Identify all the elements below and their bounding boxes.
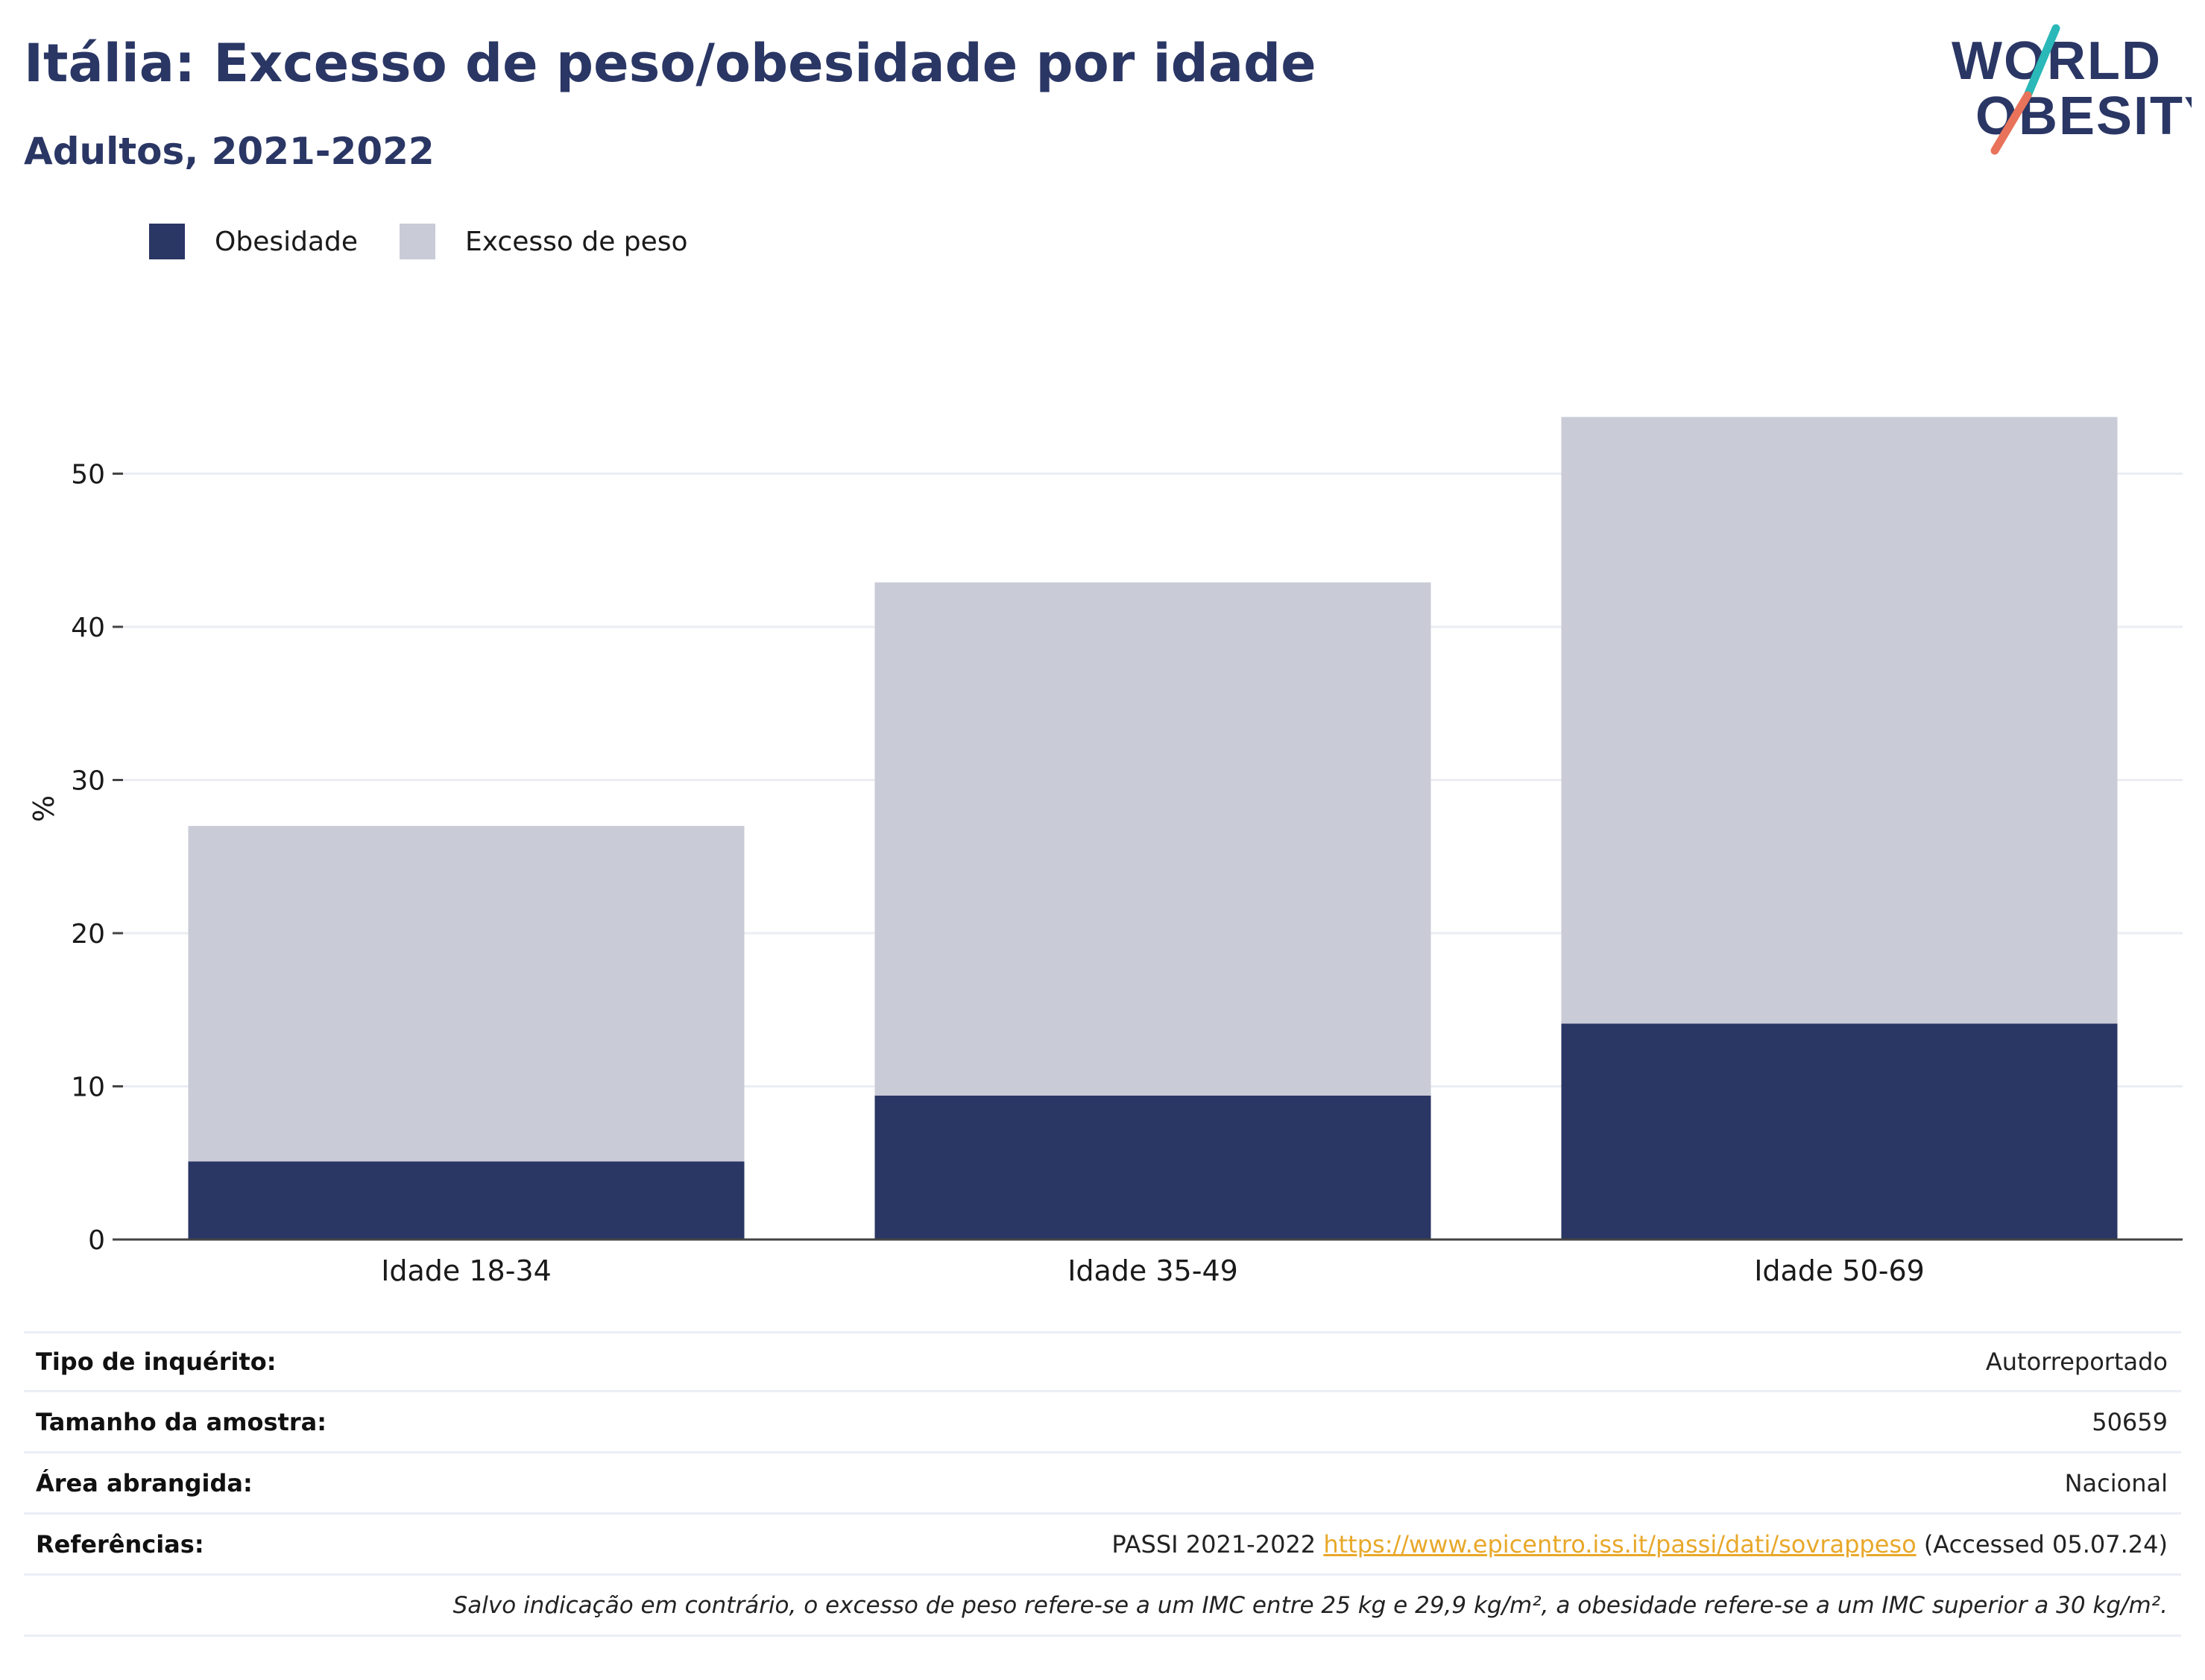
chart-subtitle: Adultos, 2021-2022: [24, 130, 435, 173]
bar-chart: 0 10 20 30 40 50% Idade 18-34 Idade 35-49 Idade …: [28, 417, 2183, 1287]
reference-accessed-date: (Accessed 05.07.24): [1923, 1529, 2168, 1559]
reference-source: PASSI 2021-2022: [1111, 1529, 1316, 1559]
legend-swatch-obesity: [149, 224, 185, 259]
definition-note: Salvo indicação em contrário, o excesso …: [452, 1591, 2168, 1619]
legend-label-overweight: Excesso de peso: [465, 226, 688, 257]
bar-obesidade-1: [188, 1161, 745, 1240]
reference-link[interactable]: https://www.epicentro.iss.it/passi/dati/…: [1323, 1529, 1917, 1559]
logo-line-world: WORLD: [1952, 31, 2162, 91]
y-tick-label-20: 20: [71, 919, 105, 950]
meta-row-note: Salvo indicação em contrário, o excesso …: [24, 1576, 2181, 1637]
y-tick-label-0: 0: [88, 1225, 105, 1256]
legend-item-obesity[interactable]: Obesidade: [149, 224, 358, 259]
bar-excesso-de-peso-2: [874, 582, 1431, 1096]
meta-row-survey-type: Tipo de inquérito: Autorreportado: [24, 1331, 2181, 1392]
meta-label-survey-type: Tipo de inquérito:: [36, 1348, 277, 1376]
y-tick-label-10: 10: [71, 1073, 105, 1103]
logo-slash-bottom: [1990, 91, 2032, 155]
meta-row-sample-size: Tamanho da amostra: 50659: [24, 1392, 2181, 1453]
legend-label-obesity: Obesidade: [215, 226, 359, 257]
y-tick-label-50: 50: [71, 460, 105, 490]
legend-item-overweight[interactable]: Excesso de peso: [400, 224, 688, 259]
world-obesity-logo: WORLD OBESITY: [1952, 24, 2192, 155]
bar-obesidade-3: [1561, 1023, 2118, 1240]
meta-row-references: Referências: PASSI 2021-2022 https://www…: [24, 1515, 2181, 1576]
bar-excesso-de-peso-1: [188, 826, 745, 1162]
meta-value-survey-type: Autorreportado: [1985, 1348, 2168, 1376]
survey-details-table: Tipo de inquérito: Autorreportado Tamanh…: [24, 1331, 2181, 1637]
meta-label-coverage-area: Área abrangida:: [36, 1468, 253, 1497]
meta-row-coverage-area: Área abrangida: Nacional: [24, 1453, 2181, 1515]
meta-value-sample-size: 50659: [2092, 1407, 2168, 1436]
x-tick-label-3: Idade 50-69: [1754, 1254, 1925, 1287]
x-tick-label-1: Idade 18-34: [381, 1254, 552, 1287]
chart-legend: Obesidade Excesso de peso: [149, 222, 730, 261]
meta-label-references: Referências:: [36, 1529, 204, 1559]
meta-value-coverage-area: Nacional: [2064, 1468, 2168, 1497]
meta-label-sample-size: Tamanho da amostra:: [36, 1407, 327, 1436]
x-tick-label-2: Idade 35-49: [1067, 1254, 1238, 1287]
legend-swatch-overweight: [400, 224, 436, 259]
meta-value-references: PASSI 2021-2022 https://www.epicentro.is…: [1111, 1530, 2168, 1559]
y-tick-label-30: 30: [71, 766, 105, 797]
bar-obesidade-2: [874, 1095, 1431, 1240]
chart-title: Itália: Excesso de peso/obesidade por id…: [24, 33, 1316, 94]
y-axis-label: %: [28, 795, 60, 822]
logo-slash-top: [2023, 24, 2060, 100]
bar-excesso-de-peso-3: [1561, 417, 2118, 1024]
y-tick-label-40: 40: [71, 613, 105, 643]
